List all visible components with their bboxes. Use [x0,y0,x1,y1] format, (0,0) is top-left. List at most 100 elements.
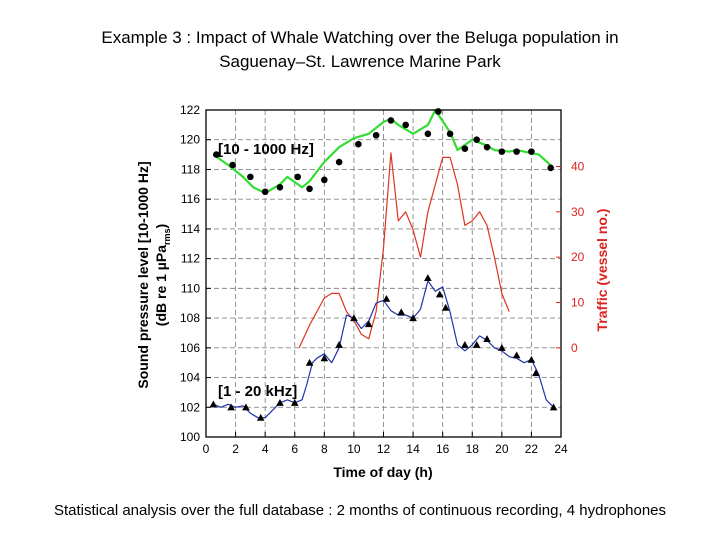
y2-tick-label: 20 [571,250,585,264]
annotation-low-freq: [10 - 1000 Hz] [218,141,314,158]
data-point-high_freq [350,314,358,322]
data-point-high_freq [409,314,417,322]
data-point-high_freq [335,341,343,348]
data-point-low_freq [335,158,343,166]
slide-title-line2: Saguenay–St. Lawrence Marine Park [219,52,501,71]
y-tick-label: 104 [180,371,200,385]
x-tick-label: 10 [347,442,361,456]
x-tick-label: 20 [495,442,509,456]
data-point-low_freq [513,148,520,155]
data-point-high_freq [397,308,406,316]
y-tick-label: 100 [180,430,200,444]
y-axis-unit-subscript: rms [162,228,172,245]
data-point-high_freq [364,320,373,328]
data-point-high_freq [209,400,218,408]
data-point-low_freq [498,148,506,155]
data-point-high_freq [424,274,432,281]
data-point-low_freq [528,148,535,155]
y-tick-label: 122 [180,103,200,117]
data-point-low_freq [306,185,313,193]
data-point-high_freq [305,358,314,366]
data-point-high_freq [256,413,265,421]
y-axis-unit-close: ) [153,224,169,229]
data-point-low_freq [355,140,362,148]
series-high-freq [209,274,558,421]
y-axis-label: Sound pressure level [10-1000 Hz] [135,161,151,388]
x-axis: 0 2 4 6 8 10 12 14 16 18 20 22 24 [203,432,568,456]
data-point-low_freq [321,176,328,184]
data-point-low_freq [372,131,380,139]
data-point-high_freq [532,369,540,377]
data-point-low_freq [473,136,480,144]
y2-tick-label: 40 [571,159,585,173]
x-tick-label: 6 [291,442,298,456]
y-tick-label: 116 [181,192,200,206]
y-tick-label: 112 [181,252,200,266]
data-point-high_freq [527,355,536,363]
y-tick-label: 120 [180,133,200,147]
y-axis-left: 100 102 104 106 108 110 112 114 116 118 120 122 [180,103,211,444]
y-axis-right: 0 10 20 30 40 [556,159,585,355]
slide-title: Example 3 : Impact of Whale Watching ove… [0,26,720,74]
data-point-high_freq [483,335,491,342]
x-tick-label: 14 [406,442,420,456]
annotation-high-freq: [1 - 20 kHz] [218,383,297,400]
y-tick-label: 110 [181,281,200,295]
series-line-traffic [298,152,510,349]
grid [206,110,561,437]
y-tick-label: 106 [180,341,200,355]
y-tick-label: 118 [181,162,200,176]
data-point-low_freq [294,173,302,181]
series-line-high_freq [213,280,555,419]
data-point-high_freq [498,344,506,351]
y2-tick-label: 10 [571,295,585,309]
data-point-high_freq [227,403,235,411]
data-point-high_freq [320,354,329,362]
data-point-high_freq [472,341,481,348]
y-axis-label-unit: (dB re 1 µParms) [153,224,172,326]
y-tick-label: 102 [180,400,200,414]
data-point-low_freq [213,151,220,158]
slide-caption: Statistical analysis over the full datab… [53,502,667,519]
slide-title-line1: Example 3 : Impact of Whale Watching ove… [101,28,619,47]
data-point-low_freq [547,164,554,172]
data-point-high_freq [435,290,444,298]
y-tick-label: 108 [180,311,200,325]
data-point-high_freq [512,351,521,359]
y-tick-label: 114 [181,222,200,236]
x-tick-label: 18 [466,442,480,456]
data-point-low_freq [247,173,254,181]
data-point-low_freq [402,121,409,129]
data-point-high_freq [461,341,469,348]
x-tick-label: 22 [525,442,539,456]
data-point-high_freq [441,303,450,311]
data-point-low_freq [424,130,432,138]
x-tick-label: 2 [232,442,239,456]
x-tick-label: 16 [436,442,450,456]
x-tick-label: 8 [321,442,328,456]
data-point-high_freq [549,403,558,411]
x-tick-label: 12 [377,442,391,456]
x-tick-label: 24 [554,442,568,456]
x-tick-label: 0 [203,442,210,456]
y2-tick-label: 0 [571,341,578,355]
series-traffic [298,152,510,349]
x-tick-label: 4 [262,442,269,456]
y2-axis-label: Traffic (vessel no.) [594,209,610,332]
data-point-low_freq [434,108,442,115]
data-point-low_freq [229,161,236,169]
data-point-low_freq [461,145,469,152]
data-point-low_freq [446,130,454,138]
data-point-low_freq [276,183,284,191]
data-point-high_freq [276,399,284,406]
data-point-high_freq [382,294,391,302]
data-point-low_freq [261,188,269,196]
data-point-high_freq [242,403,250,411]
chart: 0 2 4 6 8 10 12 14 16 18 20 22 24 100102104106108110… [135,103,610,480]
y2-tick-label: 30 [571,205,585,219]
y-axis-unit-text: (dB re 1 µPa [153,245,169,326]
data-point-high_freq [290,399,299,406]
data-point-low_freq [387,117,395,124]
x-axis-label: Time of day (h) [333,464,432,480]
data-point-low_freq [483,143,491,151]
